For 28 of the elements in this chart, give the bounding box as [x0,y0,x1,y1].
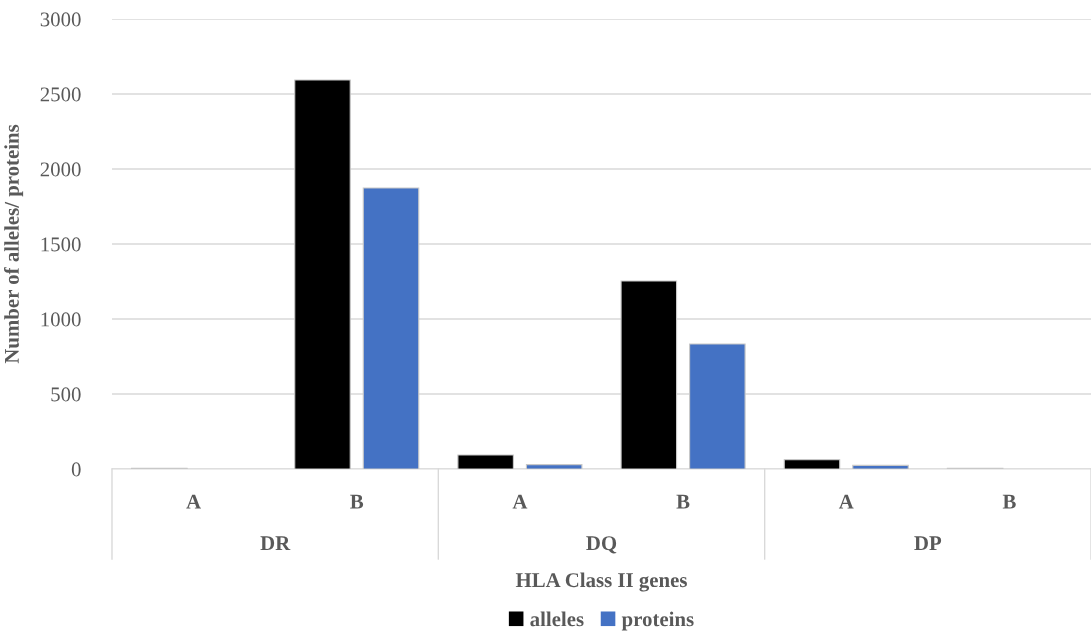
x-axis-title: HLA Class II genes [515,572,687,592]
bar [457,454,514,469]
bar [689,343,746,469]
y-tick-label: 3000 [40,12,81,27]
x-tick-label: B [676,494,690,509]
y-tick-label: 1000 [41,312,81,327]
text: DP [914,536,942,551]
y-tick-label: 2500 [40,87,81,102]
text: DQ [586,536,617,554]
legend-label: alleles [530,611,584,627]
x-tick-label: B [350,494,364,509]
y-axis-title: Number of alleles/ proteins [4,124,24,364]
legend-label: proteins [621,611,694,631]
bar [852,464,909,469]
bar [525,464,583,469]
y-tick-label: 1500 [41,237,81,252]
bar [620,280,678,469]
bar [294,79,351,469]
y-tick-label: 0 [71,462,81,477]
y-tick-label: 2000 [40,162,81,177]
bar [783,459,841,469]
text: DR [260,536,291,551]
x-tick-label: A [186,494,201,509]
x-tick-label: A [838,494,854,509]
x-tick-label: B [1002,494,1016,509]
bar [362,187,420,469]
x-tick-label: A [512,494,528,509]
y-tick-label: 500 [51,387,81,402]
